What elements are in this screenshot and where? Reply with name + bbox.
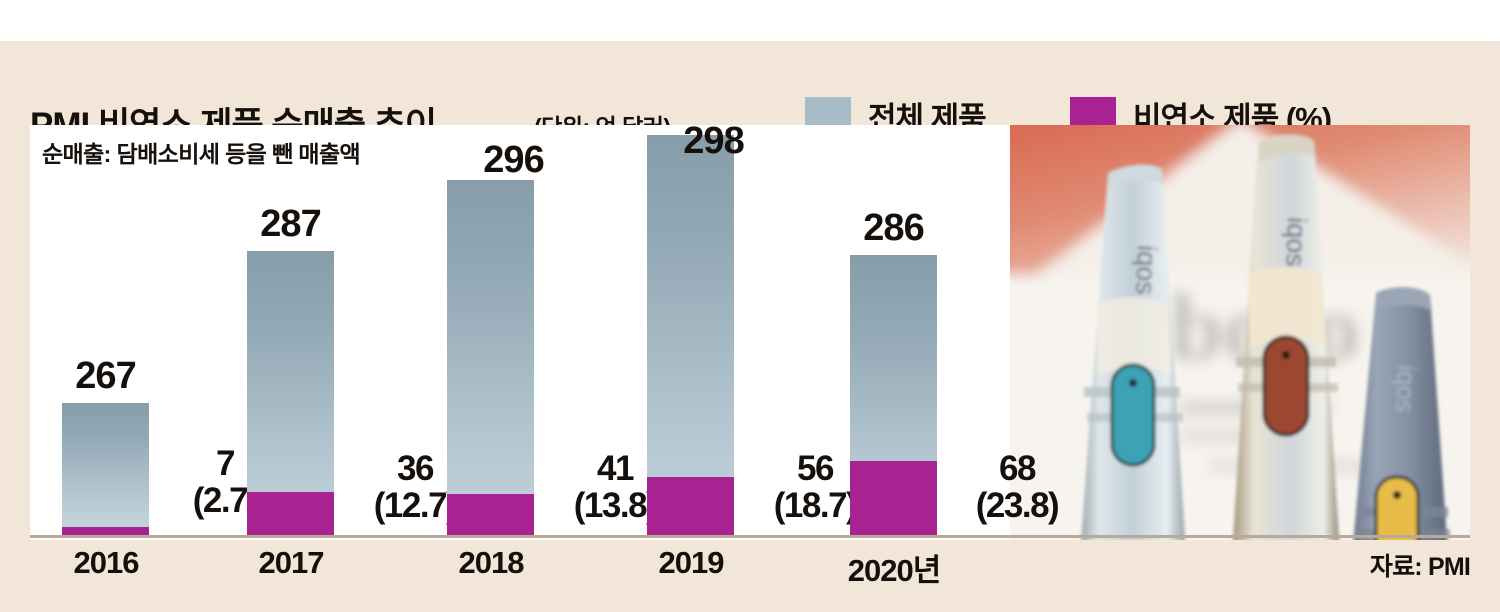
bar-label-noncombustible-2019: 56 (18.7) (750, 450, 880, 525)
bar-label-noncombustible-2020: 68 (23.8) (952, 450, 1082, 525)
svg-text:iqos: iqos (1280, 217, 1312, 268)
chart-card: 순매출: 담배소비세 등을 뺀 매출액 (30, 125, 1470, 540)
nc-value-2017: 36 (397, 449, 434, 488)
nc-percent-2017: (12.7) (373, 486, 458, 526)
chart-note: 순매출: 담배소비세 등을 뺀 매출액 (42, 141, 361, 167)
header: PMI 비연소 제품 순매출 추이 (단위: 억 달러) 전체 제품 비연소 제… (0, 41, 1500, 145)
bar-noncombustible-2019 (647, 477, 734, 535)
x-tick-2018: 2018 (458, 545, 525, 580)
bar-label-total-2017: 287 (260, 203, 321, 245)
nc-percent-2018: (13.8) (573, 486, 658, 526)
nc-percent-2020: (23.8) (975, 486, 1060, 526)
svg-text:iqos: iqos (1130, 245, 1162, 296)
nc-value-2019: 56 (797, 449, 834, 488)
bar-label-noncombustible-2017: 36 (12.7) (350, 450, 480, 525)
bar-noncombustible-2018 (447, 494, 534, 535)
bar-total-2019 (647, 135, 734, 535)
x-tick-2016: 2016 (73, 545, 140, 580)
x-tick-2020: 2020년 (847, 553, 941, 588)
baseline-axis (30, 535, 1470, 538)
x-tick-2017: 2017 (258, 545, 325, 580)
nc-value-2016: 7 (216, 444, 235, 483)
bar-label-total-2020: 286 (863, 207, 924, 249)
bar-total-2017 (247, 251, 334, 535)
bars-layer: 267 7 (2.7) 287 36 (12.7) 296 41 (13.8) (30, 125, 1470, 540)
product-photo: boro iqos (1010, 125, 1470, 540)
x-tick-2019: 2019 (658, 545, 725, 580)
iqos-device-3: iqos (1353, 287, 1450, 540)
iqos-device-1: iqos (1081, 164, 1186, 540)
bar-label-total-2019: 298 (683, 125, 744, 162)
x-axis-labels: 2016 2017 2018 2019 2020년 (30, 545, 1470, 588)
source-label: 자료: PMI (1369, 553, 1471, 581)
nc-value-2018: 41 (597, 449, 634, 488)
bar-total-2016 (62, 403, 149, 527)
svg-text:iqos: iqos (1390, 365, 1422, 414)
bar-noncombustible-2017 (247, 492, 334, 535)
iqos-device-2: iqos (1232, 134, 1340, 540)
bar-total-2018 (447, 180, 534, 535)
bar-label-total-2018: 296 (483, 139, 544, 181)
bar-noncombustible-2020 (850, 461, 937, 535)
bar-label-total-2016: 267 (75, 355, 136, 397)
product-photo-illustration: boro iqos (1010, 125, 1470, 540)
bar-noncombustible-2016 (62, 527, 149, 535)
nc-percent-2019: (18.7) (773, 486, 858, 526)
bar-label-noncombustible-2018: 41 (13.8) (550, 450, 680, 525)
nc-value-2020: 68 (999, 449, 1036, 488)
